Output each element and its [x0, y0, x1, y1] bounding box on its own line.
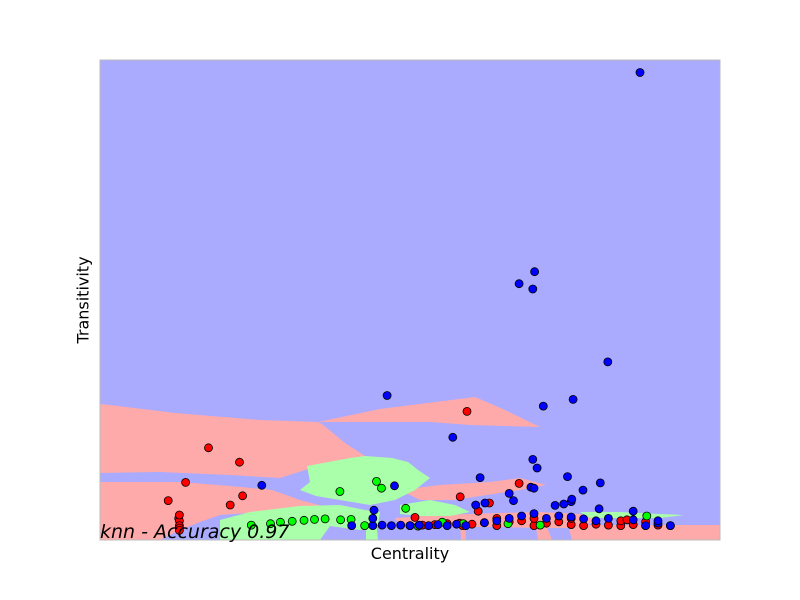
data-point-blue-24 [567, 494, 577, 504]
data-point-blue-56 [347, 521, 357, 530]
data-point-blue-15 [257, 480, 267, 490]
data-point-blue-7 [538, 401, 548, 411]
data-point-blue-37 [452, 519, 461, 529]
data-point-blue-33 [414, 520, 424, 530]
data-point-green-3 [287, 516, 297, 526]
data-point-green-13 [401, 503, 411, 513]
data-point-blue-34 [424, 521, 434, 530]
data-point-blue-5 [382, 391, 392, 400]
data-point-green-19 [642, 511, 652, 521]
data-point-blue-50 [628, 515, 638, 525]
data-point-green-12 [360, 521, 370, 530]
data-point-blue-14 [578, 485, 588, 495]
data-point-blue-32 [405, 521, 415, 530]
region-green-center [400, 500, 470, 516]
data-point-blue-4 [603, 357, 613, 367]
data-point-red-15 [514, 478, 524, 488]
data-point-blue-16 [390, 481, 399, 491]
data-point-blue-12 [563, 472, 572, 482]
data-point-blue-45 [554, 511, 564, 521]
x-axis-label: Centrality [370, 544, 450, 563]
data-point-blue-35 [433, 520, 443, 529]
data-point-blue-51 [641, 521, 650, 530]
data-point-green-11 [377, 483, 386, 493]
data-point-green-6 [320, 514, 330, 524]
data-point-red-1 [204, 443, 213, 453]
region-red-left [100, 404, 372, 478]
data-point-green-1 [266, 519, 275, 529]
data-point-red-6 [225, 500, 235, 510]
data-point-blue-3 [514, 279, 524, 289]
data-point-blue-8 [448, 432, 458, 442]
data-point-blue-49 [604, 514, 613, 523]
scatter-points [163, 68, 675, 535]
data-point-blue-0 [635, 68, 645, 77]
data-point-green-0 [246, 520, 256, 530]
data-point-green-4 [299, 515, 309, 525]
data-point-green-7 [336, 515, 346, 525]
data-point-blue-22 [559, 499, 569, 509]
data-point-blue-17 [504, 488, 514, 498]
decision-regions [100, 60, 720, 540]
data-point-blue-43 [529, 509, 539, 518]
data-point-red-12 [462, 406, 472, 416]
data-point-blue-2 [528, 284, 538, 294]
data-point-blue-6 [568, 394, 578, 404]
region-green-bottom-left [220, 505, 380, 540]
data-point-red-13 [455, 492, 465, 502]
data-point-blue-41 [504, 514, 514, 523]
plot-frame [99, 59, 721, 541]
data-point-green-9 [335, 487, 345, 496]
data-point-blue-19 [480, 498, 490, 508]
data-point-blue-18 [471, 500, 481, 510]
data-point-blue-57 [369, 505, 379, 515]
data-point-blue-46 [566, 512, 576, 522]
data-point-blue-38 [461, 521, 471, 530]
data-point-blue-13 [595, 478, 605, 488]
region-red-center-band [400, 478, 546, 500]
data-point-red-3 [181, 477, 191, 487]
data-point-blue-9 [528, 454, 538, 464]
data-point-blue-55 [653, 516, 663, 526]
data-point-blue-47 [579, 514, 588, 524]
data-point-blue-30 [386, 521, 396, 530]
data-point-blue-58 [368, 514, 378, 523]
data-point-blue-39 [479, 518, 489, 528]
data-point-green-18 [535, 520, 545, 530]
data-point-blue-29 [377, 520, 387, 530]
data-point-blue-36 [442, 521, 452, 530]
data-point-blue-27 [529, 483, 539, 493]
data-point-red-5 [238, 491, 248, 501]
data-point-blue-21 [550, 500, 560, 510]
data-point-blue-48 [591, 516, 601, 526]
data-point-blue-31 [396, 520, 406, 530]
chart-title: knn - Accuracy 0.97 [100, 521, 290, 543]
data-point-red-4 [163, 496, 173, 506]
data-point-blue-25 [594, 504, 604, 514]
data-point-blue-10 [532, 463, 542, 473]
data-point-green-10 [372, 476, 381, 486]
data-point-red-2 [235, 457, 244, 467]
data-point-blue-20 [509, 496, 518, 506]
region-green-main [300, 456, 430, 505]
data-point-red-11 [174, 526, 184, 535]
data-point-red-16 [410, 513, 420, 522]
data-point-blue-54 [628, 506, 638, 516]
data-point-blue-53 [666, 521, 675, 530]
data-point-red-8 [174, 510, 184, 520]
data-point-blue-11 [475, 473, 485, 483]
data-point-blue-42 [517, 511, 526, 521]
region-red-center-wedge [318, 397, 540, 427]
data-point-blue-40 [492, 516, 502, 526]
data-point-green-5 [310, 515, 319, 524]
y-axis-label: Transitivity [73, 256, 93, 344]
data-point-blue-1 [530, 267, 539, 277]
data-point-green-2 [275, 517, 285, 527]
region-red-left-lower [100, 482, 330, 540]
data-point-blue-44 [542, 514, 551, 523]
